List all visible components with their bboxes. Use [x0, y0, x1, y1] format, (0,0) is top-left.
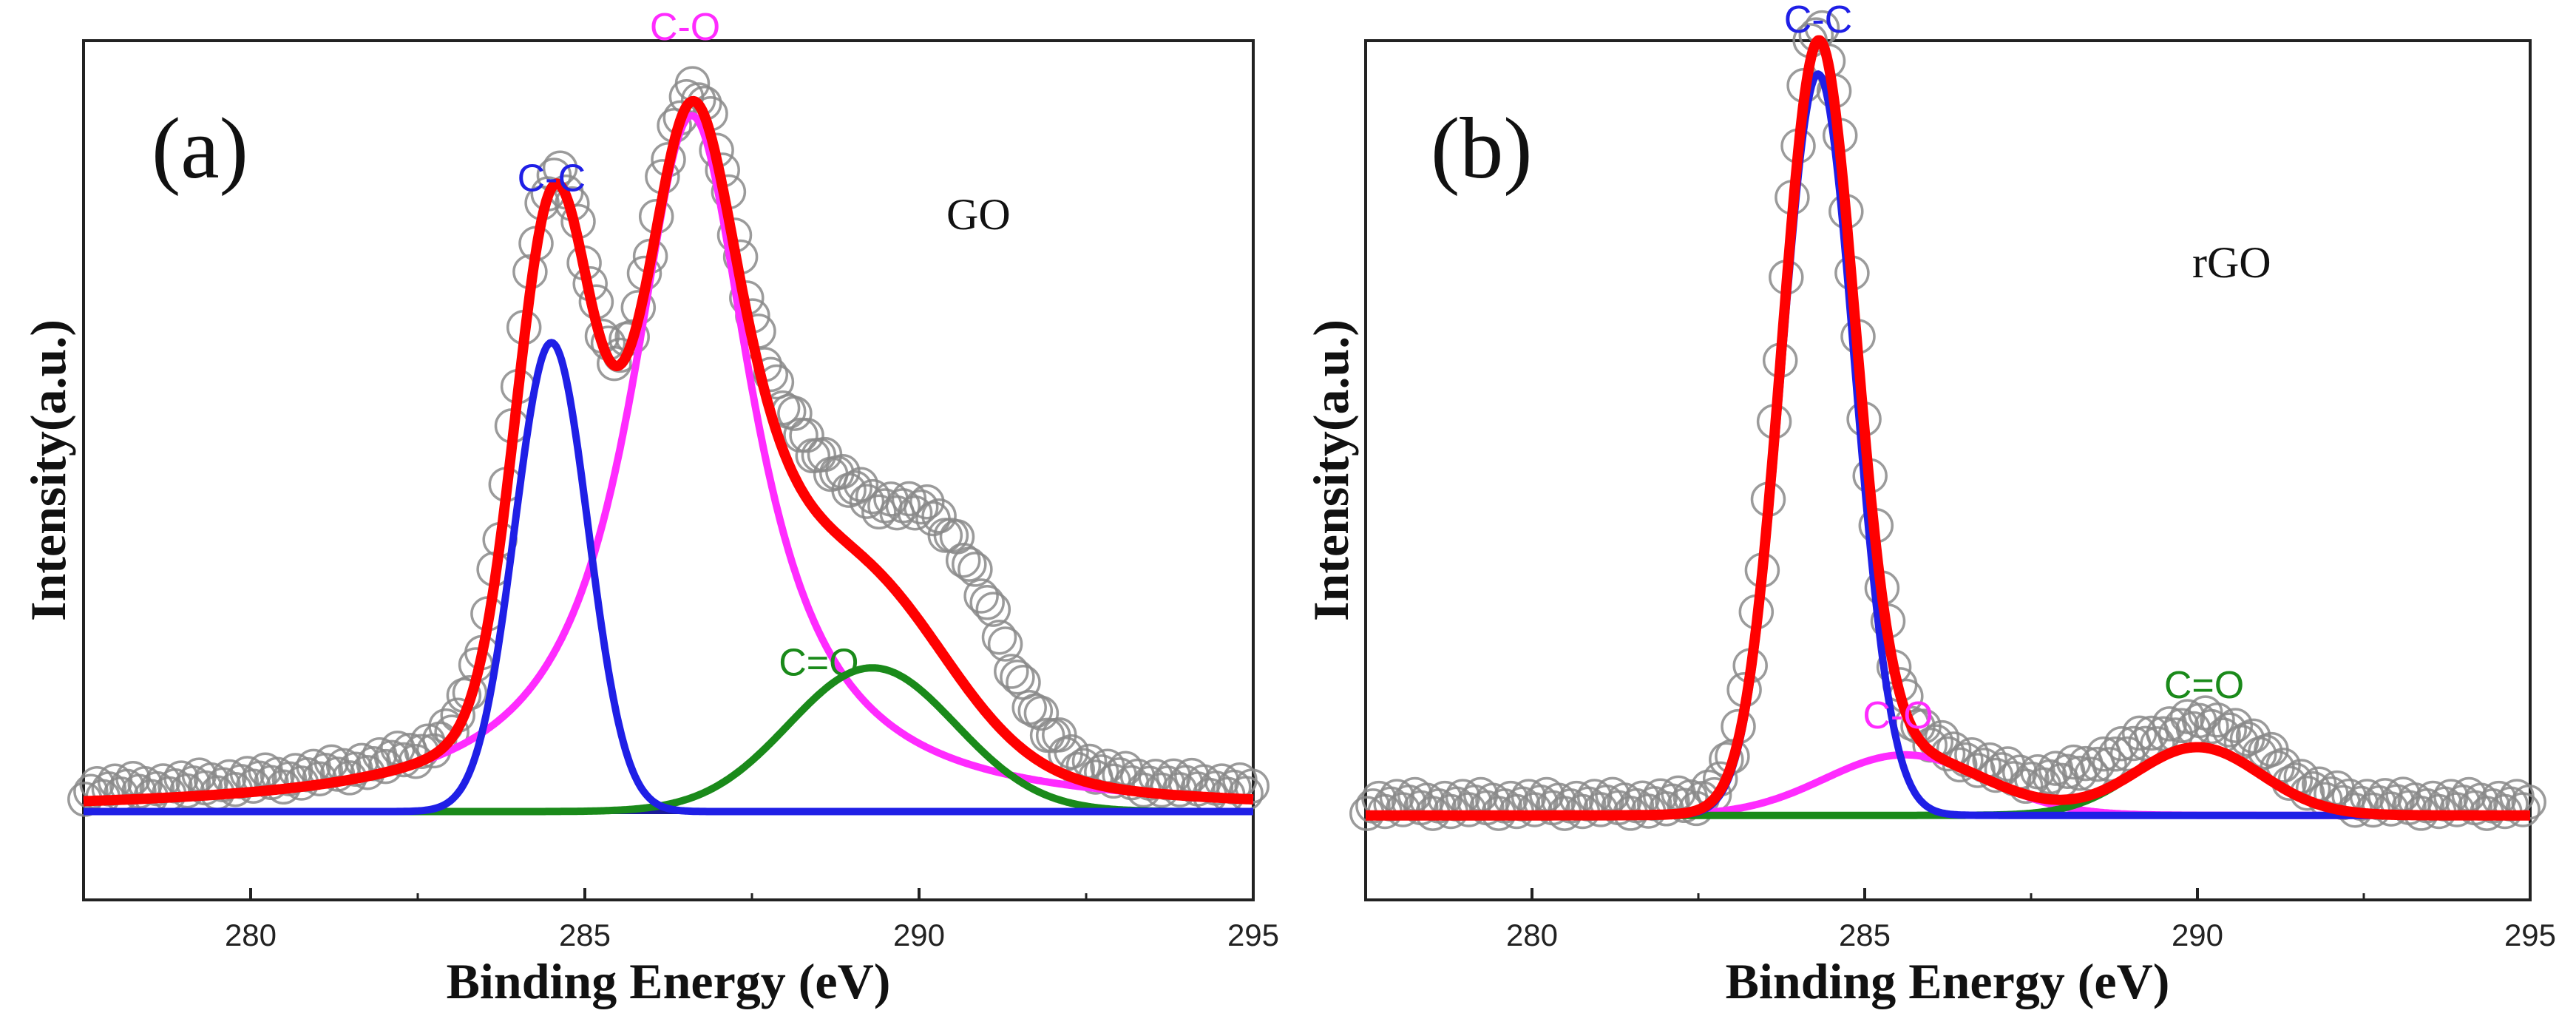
raw-data-point [2217, 708, 2254, 743]
fit-envelope-line [80, 95, 1257, 807]
raw-data-point [2163, 708, 2200, 744]
raw-data-point [879, 495, 915, 531]
raw-data-point [1023, 695, 1060, 731]
raw-data-point [909, 484, 945, 520]
raw-data-point [975, 592, 1011, 627]
raw-data-point [952, 546, 987, 582]
raw-data-point [837, 470, 872, 506]
raw-data-point [2200, 702, 2235, 738]
raw-data-point [969, 585, 1005, 620]
raw-data-point [921, 498, 957, 534]
raw-data-point [957, 552, 993, 587]
raw-data-point [2505, 792, 2541, 827]
peak-cc-curve [81, 339, 1255, 816]
raw-data-point [2092, 747, 2127, 782]
x-tick-label: 280 [1506, 918, 1558, 952]
raw-data-point [843, 467, 879, 503]
raw-data-point [1000, 660, 1035, 695]
x-tick-label: 295 [2504, 918, 2556, 952]
panel-a: C-C C-O C=O (a) GO 280 285 290 295 Binding En… [20, 6, 1279, 1009]
marks-a: C-C C-O C=O [67, 6, 1270, 817]
raw-data-point [897, 495, 933, 531]
x-tick-label: 285 [559, 918, 611, 952]
raw-data-point [753, 356, 789, 393]
raw-data-point [2194, 708, 2229, 745]
x-tick-label: 280 [225, 918, 277, 952]
x-axis-title-b: Binding Energy (eV) [1726, 953, 2170, 1009]
raw-data-point [987, 626, 1023, 662]
peak-label: C=O [779, 641, 858, 684]
raw-data-point [2146, 716, 2181, 752]
raw-data-point [849, 484, 885, 519]
raw-data-point [981, 619, 1017, 655]
x-tick-label: 285 [1839, 918, 1891, 952]
x-ticks-b: 280 285 290 295 [1364, 888, 2556, 952]
x-tick-label: 290 [893, 918, 945, 952]
peak-label: C-C [518, 158, 586, 200]
panel-label-b: (b) [1431, 100, 1533, 197]
peak-label: C-O [650, 6, 720, 49]
panel-b: C-C C-O C=O (b) rGO 280 285 290 295 Binding E… [1303, 0, 2556, 1009]
raw-data-point [777, 396, 813, 431]
sample-label-b: rGO [2192, 238, 2271, 287]
fit-envelope-line [1362, 35, 2534, 821]
raw-data-point [903, 489, 939, 525]
y-axis-title-b: Intensity(a.u.) [1303, 319, 1359, 621]
peak-label: C-O [1862, 694, 1933, 737]
marks-b: C-C C-O C=O [1349, 0, 2546, 831]
panel-label-a: (a) [152, 100, 248, 197]
x-axis-title-a: Binding Energy (eV) [447, 953, 891, 1009]
x-ticks-a: 280 285 290 295 [82, 888, 1279, 952]
raw-data-point [945, 542, 981, 578]
raw-data-point [2211, 712, 2247, 748]
raw-data-point [1054, 734, 1089, 770]
peak-label: C-C [1784, 0, 1852, 41]
peak-label: C=O [2164, 664, 2244, 707]
raw-data-point [963, 578, 999, 614]
sample-label-a: GO [946, 190, 1011, 239]
raw-data-point [789, 417, 824, 453]
y-axis-title-a: Intensity(a.u.) [20, 319, 76, 621]
raw-data-point [994, 654, 1029, 689]
x-tick-label: 290 [2172, 918, 2223, 952]
raw-data-point [861, 494, 897, 530]
x-tick-label: 295 [1227, 918, 1279, 952]
raw-data-point [597, 345, 632, 382]
